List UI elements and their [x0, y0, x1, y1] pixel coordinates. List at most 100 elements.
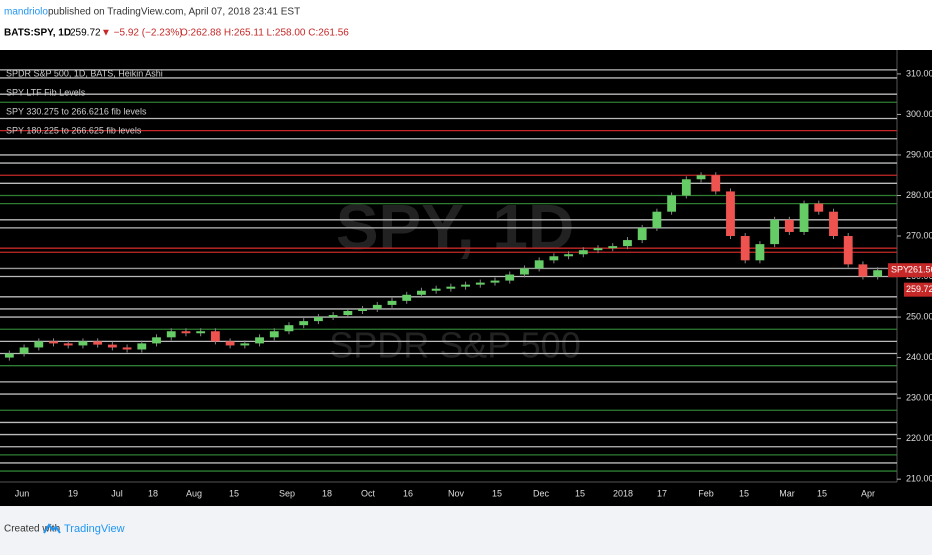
candle-body [269, 331, 279, 338]
candle-body [814, 203, 824, 212]
candle-body [681, 179, 691, 196]
x-tick-label: 15 [817, 488, 827, 498]
candle-body [873, 270, 883, 277]
y-tick-label: 240.00 [906, 352, 932, 362]
x-tick-label: 15 [492, 488, 502, 498]
candle-body [210, 331, 220, 342]
x-tick-label: Oct [361, 488, 376, 498]
chart-bg [0, 50, 932, 506]
footer-created: Created with [4, 524, 60, 535]
candle-body [755, 244, 765, 261]
candle-body [461, 284, 470, 287]
candle-body [505, 274, 515, 281]
legend-entry: SPY 180.225 to 266.625 fib levels [6, 125, 142, 135]
candle-body [196, 331, 206, 334]
candle-body [770, 219, 780, 245]
candle-body [284, 325, 294, 332]
y-tick-label: 300.00 [906, 109, 932, 119]
author[interactable]: mandriolo [4, 7, 48, 18]
x-tick-label: Apr [861, 488, 875, 498]
candle-body [255, 337, 264, 344]
candle-body [78, 341, 88, 346]
candle-body [534, 260, 544, 269]
logo [43, 523, 61, 534]
candle-body [593, 248, 603, 251]
candle-body [490, 280, 500, 283]
candle-body [431, 288, 441, 291]
candle-body [387, 300, 397, 305]
x-tick-label: 18 [148, 488, 158, 498]
candle-body [343, 310, 353, 316]
candle-body [652, 211, 662, 228]
candle-body [166, 331, 176, 338]
y-tick-label: 290.00 [906, 149, 932, 159]
candle-body [784, 219, 794, 232]
x-tick-label: Jun [15, 488, 30, 498]
y-tick-label: 250.00 [906, 311, 932, 321]
x-tick-label: Dec [533, 488, 550, 498]
legend-entry: SPY LTF Fib Levels [6, 87, 86, 97]
candle-body [372, 304, 382, 309]
x-tick-label: Aug [186, 488, 202, 498]
watermark: SPDR S&P 500 [329, 325, 580, 366]
candle-body [843, 236, 853, 265]
footer-brand[interactable]: TradingView [64, 523, 125, 535]
candle-body [446, 286, 456, 289]
candle-body [564, 254, 574, 257]
candle-body [578, 250, 588, 255]
candle-body [137, 343, 147, 350]
change: ▼ −5.92 (−2.23%) [101, 28, 183, 39]
price-tag-bg [888, 263, 932, 278]
candle-body [19, 347, 29, 354]
x-tick-label: Feb [698, 488, 714, 498]
candle-body [623, 240, 632, 247]
legend-entry: SPY 330.275 to 266.6216 fib levels [6, 106, 147, 116]
x-tick-label: 2018 [613, 488, 633, 498]
candle-body [358, 308, 367, 311]
x-tick-label: Nov [448, 488, 465, 498]
x-tick-label: 18 [322, 488, 332, 498]
header-bg [0, 0, 932, 50]
candle-body [608, 246, 618, 249]
ohlc: O:262.88 H:265.11 L:258.00 C:261.56 [180, 28, 349, 39]
candle-body [549, 256, 559, 261]
x-tick-label: 15 [739, 488, 749, 498]
published: published on TradingView.com, April 07, … [48, 7, 300, 18]
watermark: SPY, 1D [336, 191, 574, 263]
candle-body [328, 315, 338, 318]
candle-body [240, 343, 250, 346]
candle-body [667, 195, 677, 212]
candle-body [829, 211, 838, 237]
x-tick-label: 17 [657, 488, 667, 498]
candle-body [225, 341, 235, 346]
prev-close: 259.72 [906, 284, 932, 294]
last-price: 261.56 [908, 265, 932, 275]
candle-body [49, 341, 58, 344]
x-tick-label: 16 [403, 488, 413, 498]
candle-body [152, 337, 161, 344]
x-tick-label: Mar [779, 488, 795, 498]
candle-body [122, 347, 132, 350]
candle-body [696, 175, 706, 180]
candle-body [107, 344, 117, 348]
candle-body [181, 331, 191, 334]
candle-body [858, 264, 868, 277]
candle-body [740, 236, 750, 261]
candle-body [63, 343, 73, 346]
candle-body [4, 353, 14, 358]
symbol-tag: SPY [891, 265, 909, 275]
candle-body [520, 268, 529, 275]
symbol: BATS:SPY, 1D [4, 28, 71, 39]
candle-body [637, 227, 647, 241]
y-tick-label: 270.00 [906, 230, 932, 240]
y-tick-label: 280.00 [906, 190, 932, 200]
y-tick-label: 230.00 [906, 392, 932, 402]
candle-body [799, 203, 809, 232]
candle-body [402, 294, 412, 301]
x-tick-label: 19 [68, 488, 78, 498]
candle-body [34, 341, 44, 348]
candle-body [475, 282, 485, 285]
candle-body [313, 317, 323, 322]
